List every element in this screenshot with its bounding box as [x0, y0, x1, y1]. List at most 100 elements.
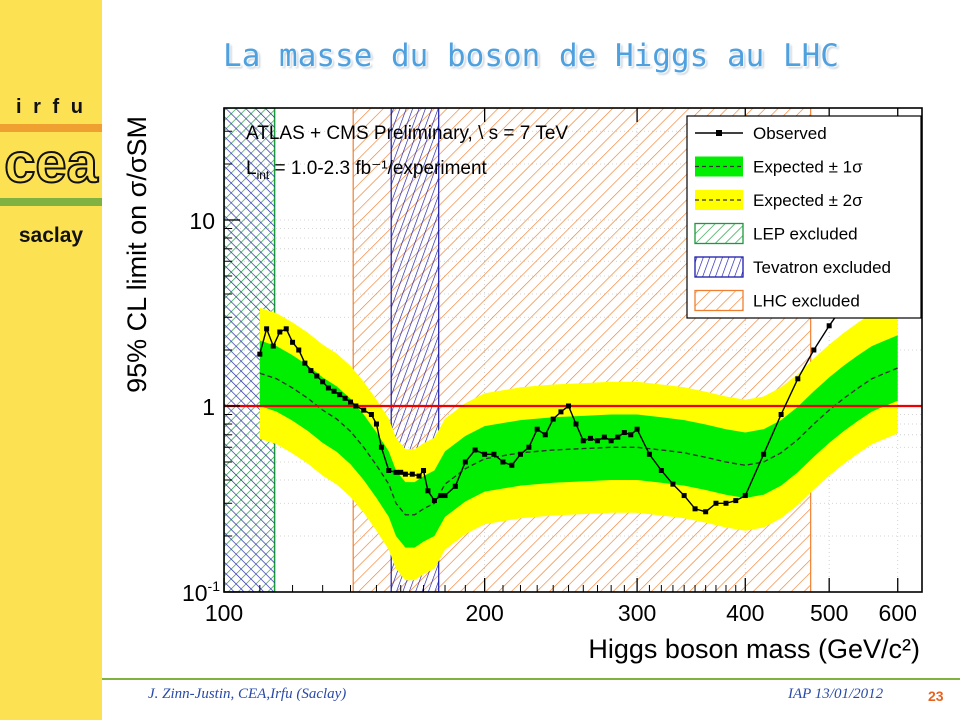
observed-point [452, 483, 458, 489]
plot-title-subscript: int [257, 168, 270, 182]
observed-point [398, 469, 404, 475]
footer-date: IAP 13/01/2012 [788, 686, 884, 702]
x-axis-title: Higgs boson mass (GeV/c²) [588, 634, 920, 664]
cea-logo: cea [3, 132, 99, 195]
legend-observed-marker [716, 130, 722, 136]
observed-point [542, 432, 548, 438]
observed-point [482, 451, 488, 457]
footer-divider [102, 678, 960, 680]
legend-observed-label: Observed [753, 124, 827, 143]
observed-point [491, 451, 497, 457]
x-tick-label: 100 [205, 600, 243, 626]
observed-point [296, 347, 302, 353]
sidebar [0, 0, 102, 720]
observed-point [421, 467, 427, 473]
observed-point [558, 409, 564, 415]
observed-point [462, 459, 468, 465]
observed-limit-line [259, 242, 899, 513]
observed-point [325, 385, 331, 391]
x-tick-label: 300 [618, 600, 656, 626]
observed-point [368, 412, 374, 418]
y-tick-exponent: -1 [208, 578, 221, 594]
observed-point [713, 500, 719, 506]
legend-lep-swatch [694, 222, 744, 245]
sidebar-orange-band [0, 124, 102, 132]
x-tick-label: 400 [726, 600, 764, 626]
slide-title: La masse du boson de Higgs au LHC [223, 38, 839, 74]
irfu-label: i r f u [16, 96, 86, 118]
cea-logo-text: cea [4, 132, 98, 194]
legend-tevatron-swatch [694, 256, 744, 278]
plot-title-line2: Lint = 1.0-2.3 fb⁻¹/experiment [246, 158, 488, 182]
footer-author: J. Zinn-Justin, CEA,Irfu (Saclay) [148, 686, 347, 702]
observed-point [308, 368, 314, 374]
observed-point [550, 416, 556, 422]
x-tick-label: 500 [810, 600, 848, 626]
observed-point [580, 438, 586, 444]
sidebar-green-band [0, 198, 102, 206]
observed-point [628, 432, 634, 438]
observed-point [378, 444, 384, 450]
observed-point [658, 467, 664, 473]
expected-1sigma-band [259, 335, 898, 548]
observed-point [283, 326, 289, 332]
observed-point [353, 403, 359, 409]
observed-point [361, 407, 367, 413]
observed-point [587, 435, 593, 441]
observed-point [742, 493, 748, 499]
observed-point [386, 467, 392, 473]
observed-point [257, 351, 263, 357]
x-tick-label: 600 [879, 600, 917, 626]
observed-point [373, 421, 379, 427]
observed-point [517, 451, 523, 457]
observed-point [509, 462, 515, 468]
expected-limit-line [259, 367, 898, 516]
legend-lhc-label: LHC excluded [753, 292, 860, 311]
observed-point [425, 488, 431, 494]
observed-point [778, 412, 784, 418]
observed-point [601, 434, 607, 440]
observed-point [621, 430, 627, 436]
observed-point [795, 376, 801, 382]
observed-point [320, 379, 326, 385]
y-tick-label: 10 [189, 208, 215, 234]
x-tick-label: 200 [465, 600, 503, 626]
observed-point [761, 451, 767, 457]
observed-point [438, 493, 444, 499]
observed-point [277, 329, 283, 335]
observed-point [342, 395, 348, 401]
legend-expected_2s-label: Expected ± 2σ [753, 191, 863, 210]
observed-point [472, 447, 478, 453]
observed-point [526, 444, 532, 450]
observed-point [314, 373, 320, 379]
observed-point [393, 469, 399, 475]
observed-point [302, 360, 308, 366]
observed-point [566, 403, 572, 409]
observed-point [670, 481, 676, 487]
observed-point [703, 509, 709, 515]
observed-point [348, 399, 354, 405]
legend-lep-label: LEP excluded [753, 225, 858, 244]
observed-point [416, 473, 422, 479]
legend-lhc-swatch [694, 289, 744, 312]
legend-box [686, 115, 922, 319]
observed-point [442, 493, 448, 499]
observed-point [634, 426, 640, 432]
observed-point [402, 471, 408, 477]
observed-point [646, 451, 652, 457]
observed-point [811, 347, 817, 353]
observed-point [500, 459, 506, 465]
observed-point [290, 339, 296, 345]
legend-tevatron-label: Tevatron excluded [753, 258, 891, 277]
observed-point [431, 498, 437, 504]
observed-point [615, 434, 621, 440]
observed-point [534, 426, 540, 432]
legend-expected_1s-label: Expected ± 1σ [753, 158, 863, 177]
observed-point [594, 438, 600, 444]
observed-point [681, 493, 687, 499]
observed-point [608, 438, 614, 444]
plot-title-line1: ATLAS + CMS Preliminary, \ s = 7 TeV [246, 123, 568, 144]
saclay-label: saclay [18, 224, 84, 247]
observed-point [337, 392, 343, 398]
plot-title-rest: = 1.0-2.3 fb⁻¹/experiment [269, 158, 487, 179]
